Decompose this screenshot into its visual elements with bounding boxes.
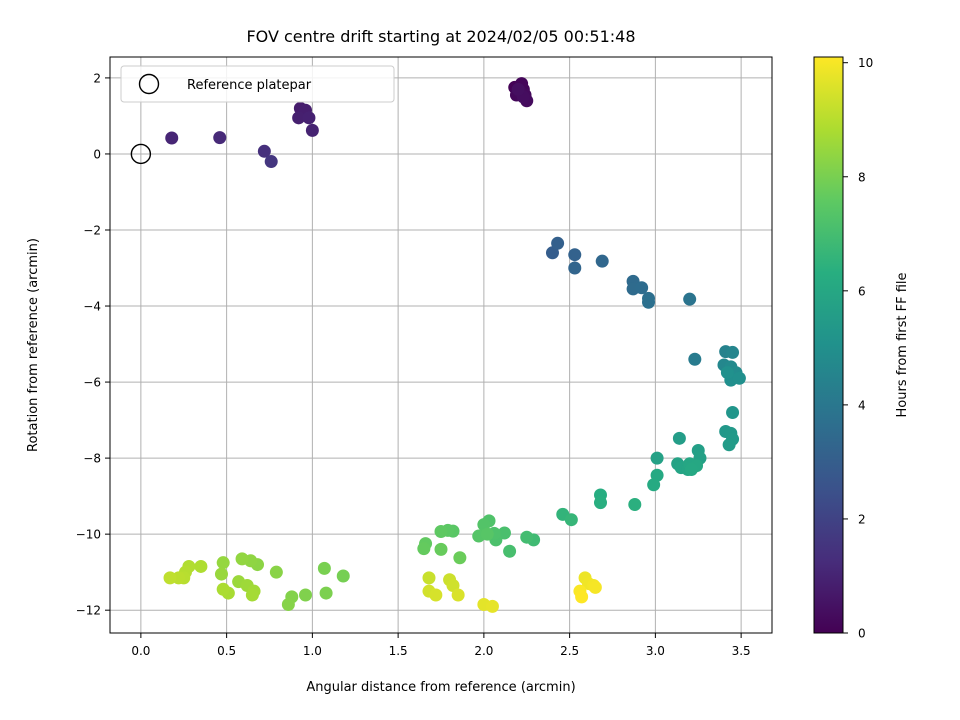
colorbar-tick-label: 8 — [858, 170, 866, 184]
data-point — [588, 580, 602, 594]
data-point — [213, 131, 227, 145]
colorbar-tick-label: 6 — [858, 284, 866, 298]
colorbar-tick-label: 2 — [858, 512, 866, 526]
data-point — [434, 524, 448, 538]
x-tick-label: 1.5 — [389, 644, 408, 658]
data-point — [235, 552, 249, 566]
data-point — [568, 248, 582, 262]
y-axis-ticks: 2 0 −2 −4 −6 −8 −10 −12 — [76, 71, 110, 618]
data-point — [732, 371, 746, 385]
data-point — [485, 599, 499, 613]
reference-platepar-marker — [130, 143, 152, 165]
data-point — [451, 588, 465, 602]
data-point — [684, 463, 698, 477]
colorbar-ticks: 0 2 4 6 8 10 — [843, 56, 873, 641]
legend-entry-label: Reference platepar — [187, 78, 312, 93]
legend-box — [120, 65, 395, 103]
colorbar-tick-label: 10 — [858, 56, 873, 70]
plot-frame — [109, 56, 773, 634]
data-point — [726, 405, 740, 419]
x-tick-label: 2.5 — [560, 644, 579, 658]
data-point — [264, 155, 278, 169]
y-tick-label: −6 — [83, 376, 101, 390]
data-point — [434, 542, 448, 556]
y-tick-label: 2 — [93, 71, 101, 85]
data-point — [216, 582, 230, 596]
data-point — [647, 478, 661, 492]
colorbar-label: Hours from first FF file — [895, 272, 910, 417]
data-point — [595, 254, 609, 268]
x-tick-label: 1.0 — [303, 644, 322, 658]
legend: Reference platepar — [120, 65, 395, 103]
data-point — [628, 497, 642, 511]
data-point — [269, 565, 283, 579]
x-axis-label: Angular distance from reference (arcmin) — [306, 680, 575, 695]
data-point — [292, 111, 306, 125]
y-tick-label: −4 — [83, 300, 101, 314]
data-point — [305, 123, 319, 137]
colorbar-tick-label: 0 — [858, 627, 866, 641]
data-point — [672, 431, 686, 445]
data-point — [545, 246, 559, 260]
legend-marker-open-circle — [138, 73, 160, 95]
colorbar-gradient — [813, 56, 844, 634]
data-point — [480, 527, 494, 541]
y-tick-label: −2 — [83, 223, 101, 237]
data-point — [551, 236, 565, 250]
y-tick-label: −10 — [76, 528, 101, 542]
data-point — [564, 513, 578, 527]
data-point — [688, 352, 702, 366]
data-point — [165, 131, 179, 145]
data-point — [214, 567, 228, 581]
x-tick-label: 0.5 — [217, 644, 236, 658]
x-tick-label: 3.5 — [732, 644, 751, 658]
data-point — [575, 590, 589, 604]
y-tick-label: 0 — [93, 147, 101, 161]
data-point — [299, 588, 313, 602]
data-point — [511, 82, 525, 96]
colorbar: 0 2 4 6 8 10 Hours from first FF file — [813, 56, 910, 641]
data-point — [503, 544, 517, 558]
colorbar-tick-label: 4 — [858, 398, 866, 412]
data-point — [216, 556, 230, 570]
data-point — [417, 542, 431, 556]
data-point — [281, 597, 295, 611]
data-point — [302, 111, 316, 125]
x-tick-label: 2.0 — [474, 644, 493, 658]
data-point — [520, 530, 534, 544]
data-point — [453, 551, 467, 565]
data-point — [642, 295, 656, 309]
x-axis-ticks: 0.0 0.5 1.0 1.5 2.0 2.5 3.0 3.5 — [131, 633, 751, 658]
data-point — [336, 569, 350, 583]
y-axis-label: Rotation from reference (arcmin) — [26, 238, 41, 452]
data-point — [163, 571, 177, 585]
y-tick-label: −8 — [83, 452, 101, 466]
data-point — [245, 588, 259, 602]
data-point — [257, 144, 271, 158]
data-point — [422, 571, 436, 585]
data-point — [317, 561, 331, 575]
x-tick-label: 0.0 — [131, 644, 150, 658]
data-point — [650, 451, 664, 465]
data-point — [722, 438, 736, 452]
data-point — [593, 496, 607, 510]
data-point — [429, 588, 443, 602]
data-point — [720, 366, 734, 380]
data-point — [319, 586, 333, 600]
data-point — [446, 578, 460, 592]
data-point — [726, 345, 740, 359]
scatter-points — [130, 77, 746, 613]
data-point — [568, 261, 582, 275]
data-point — [683, 292, 697, 306]
x-tick-label: 3.0 — [646, 644, 665, 658]
chart-title: FOV centre drift starting at 2024/02/05 … — [246, 27, 635, 46]
data-point — [194, 559, 208, 573]
data-point — [635, 281, 649, 295]
y-tick-label: −12 — [76, 604, 101, 618]
